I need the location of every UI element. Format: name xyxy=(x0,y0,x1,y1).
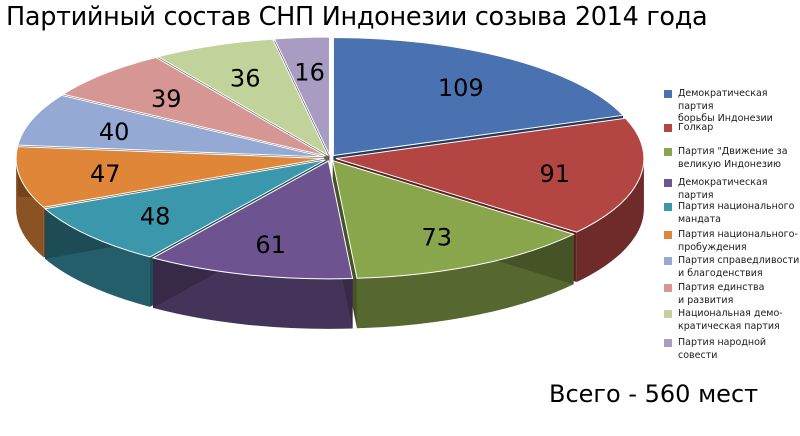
legend-label: Партия национального- пробуждения xyxy=(678,229,798,253)
legend-item: Партия единства и развития xyxy=(664,282,800,307)
legend-item: Голкар xyxy=(664,122,800,135)
legend-item: Демократическая партия xyxy=(664,177,800,202)
pie-slice-0 xyxy=(332,37,625,157)
legend-swatch xyxy=(664,339,672,347)
pie-value-label-7: 39 xyxy=(151,85,182,113)
pie-value-label-5: 47 xyxy=(90,160,121,188)
legend-swatch xyxy=(664,231,672,239)
pie-slice-5 xyxy=(15,146,325,208)
legend-label: Партия народной совести xyxy=(678,337,767,361)
legend-label: Партия "Движение за великую Индонезию xyxy=(678,146,788,170)
pie-value-label-1: 91 xyxy=(539,160,570,188)
legend-label: Партия национального мандата xyxy=(678,201,795,225)
pie-slice-3 xyxy=(151,160,354,280)
legend-swatch xyxy=(664,179,672,187)
pie-value-label-0: 109 xyxy=(438,74,484,102)
pie-value-label-3: 61 xyxy=(255,231,286,259)
legend-label: Партия единства и развития xyxy=(678,282,765,306)
legend-swatch xyxy=(664,257,672,265)
pie-slice-9 xyxy=(273,36,330,156)
legend-item: Партия национального- пробуждения xyxy=(664,229,800,254)
pie-slice-side-5 xyxy=(16,158,44,258)
legend-swatch xyxy=(664,90,672,98)
pie-value-label-8: 36 xyxy=(230,64,261,92)
legend-item: Партия национального мандата xyxy=(664,201,800,226)
pie-slice-6 xyxy=(17,94,325,158)
legend-label: Национальная демо- кратическая партия xyxy=(678,308,783,332)
total-seats-annotation: Всего - 560 мест xyxy=(549,380,759,408)
legend-item: Демократическая партия борьбы Индонезии xyxy=(664,88,800,126)
legend-item: Партия справедливости и благоденствия xyxy=(664,255,800,280)
legend-label: Демократическая партия xyxy=(678,177,768,201)
pie-value-label-4: 48 xyxy=(140,202,171,230)
pie-value-label-9: 16 xyxy=(294,58,325,86)
legend-swatch xyxy=(664,284,672,292)
legend-swatch xyxy=(664,203,672,211)
pie-slice-7 xyxy=(61,56,326,157)
pie-value-label-6: 40 xyxy=(99,118,130,146)
pie-slice-2 xyxy=(332,159,575,279)
legend-label: Голкар xyxy=(678,122,714,133)
legend-swatch xyxy=(664,310,672,318)
chart-title: Партийный состав СНП Индонезии созыва 20… xyxy=(6,2,708,32)
legend-swatch xyxy=(664,124,672,132)
pie-value-label-2: 73 xyxy=(422,224,453,252)
pie-slice-4 xyxy=(43,159,326,258)
legend-item: Партия "Движение за великую Индонезию xyxy=(664,146,800,171)
legend-label: Партия справедливости и благоденствия xyxy=(678,255,800,279)
pie-slice-side-1 xyxy=(576,158,644,283)
legend-swatch xyxy=(664,148,672,156)
legend-item: Партия народной совести xyxy=(664,337,800,362)
pie-slice-8 xyxy=(156,38,329,157)
pie-slice-1 xyxy=(335,117,645,233)
legend-label: Демократическая партия борьбы Индонезии xyxy=(678,88,773,124)
legend-item: Национальная демо- кратическая партия xyxy=(664,308,800,333)
